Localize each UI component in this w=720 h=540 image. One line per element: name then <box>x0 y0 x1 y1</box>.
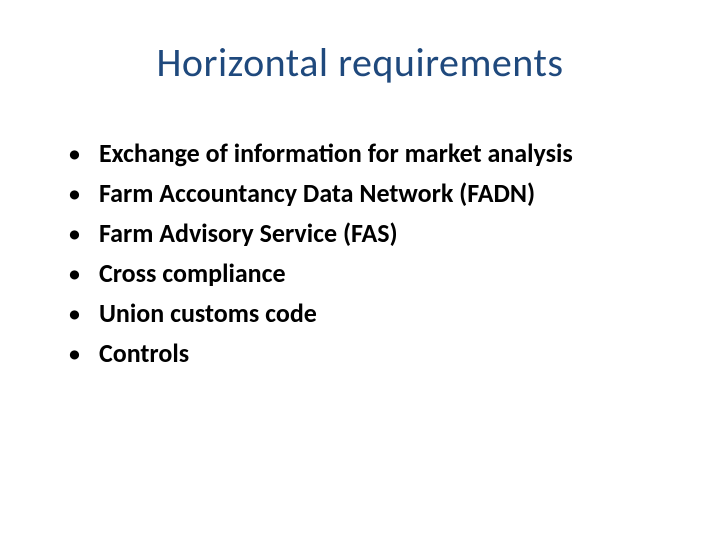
slide-title: Horizontal requirements <box>50 38 670 87</box>
bullet-item: • Exchange of information for market ana… <box>68 135 670 171</box>
slide-container: Horizontal requirements • Exchange of in… <box>0 0 720 540</box>
bullet-list: • Exchange of information for market ana… <box>50 135 670 371</box>
bullet-item: • Farm Accountancy Data Network (FADN) <box>68 175 670 211</box>
bullet-text: Controls <box>99 335 189 371</box>
bullet-item: • Farm Advisory Service (FAS) <box>68 215 670 251</box>
bullet-text: Farm Advisory Service (FAS) <box>99 215 398 251</box>
bullet-marker-icon: • <box>68 175 81 211</box>
bullet-text: Cross compliance <box>99 255 286 291</box>
bullet-text: Union customs code <box>99 295 317 331</box>
bullet-item: • Cross compliance <box>68 255 670 291</box>
bullet-marker-icon: • <box>68 335 81 371</box>
bullet-marker-icon: • <box>68 135 81 171</box>
bullet-item: • Controls <box>68 335 670 371</box>
bullet-marker-icon: • <box>68 255 81 291</box>
bullet-item: • Union customs code <box>68 295 670 331</box>
bullet-text: Farm Accountancy Data Network (FADN) <box>99 175 535 211</box>
bullet-marker-icon: • <box>68 215 81 251</box>
bullet-text: Exchange of information for market analy… <box>99 135 573 171</box>
bullet-marker-icon: • <box>68 295 81 331</box>
